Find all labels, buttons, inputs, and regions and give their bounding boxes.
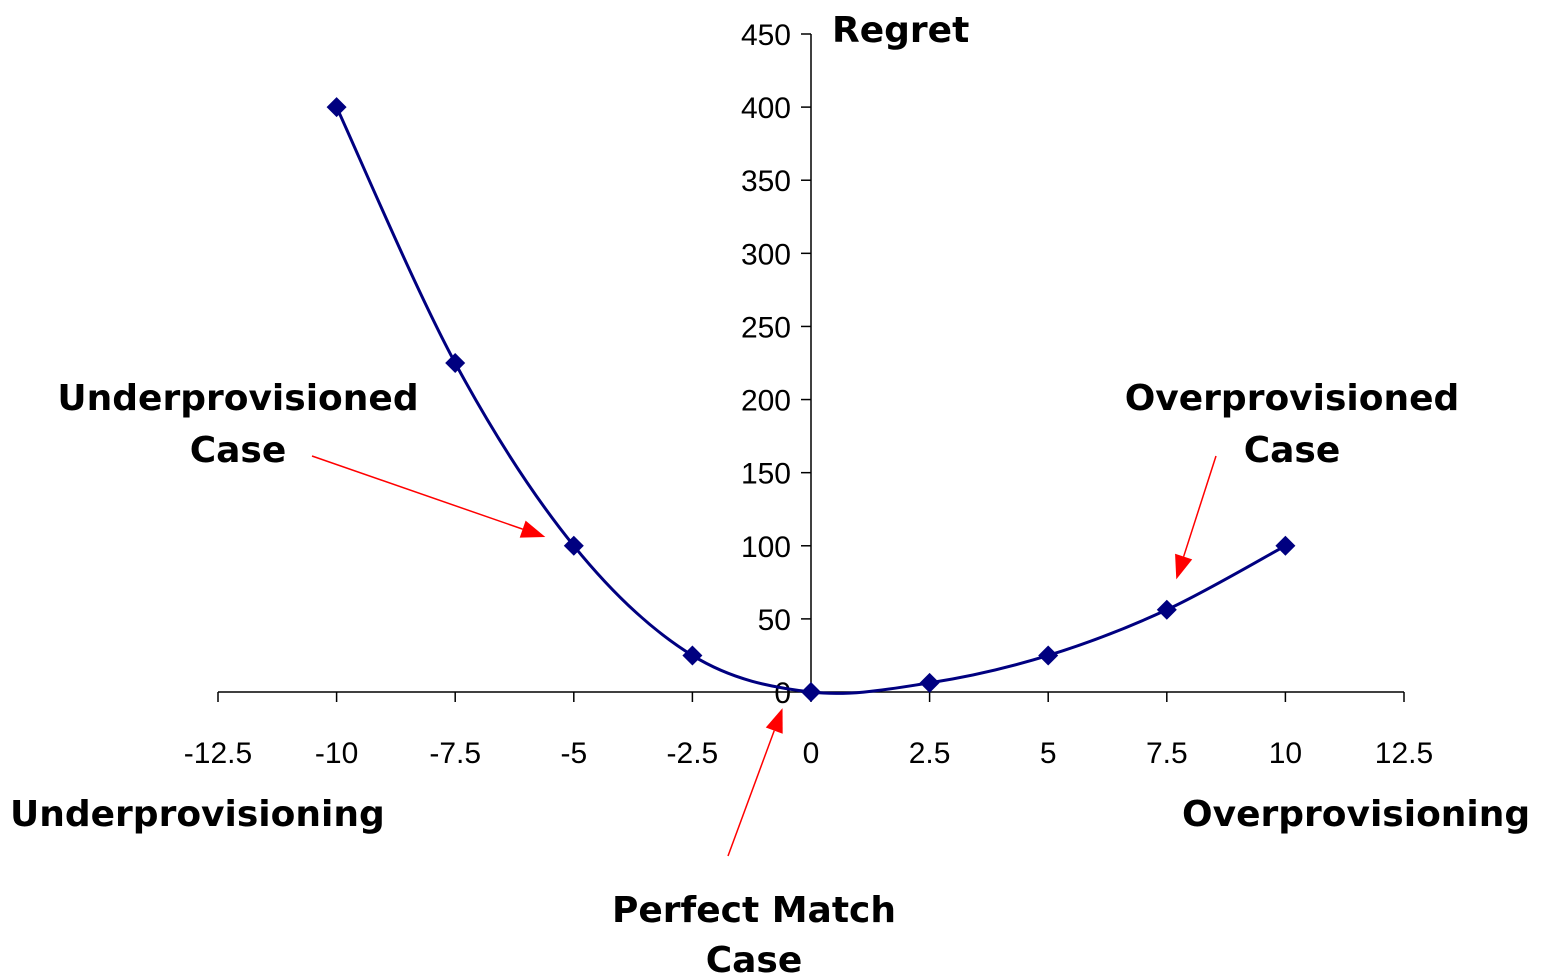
- x-tick-label: 12.5: [1375, 737, 1433, 770]
- annotation-underprovisioned-arrowhead: [519, 520, 546, 538]
- data-point: [1156, 599, 1177, 620]
- x-ticks: -12.5 -10 -7.5 -5 -2.5 0 2.5 5 7.5 10 12.5: [184, 692, 1433, 770]
- x-tick-label: 7.5: [1146, 737, 1188, 770]
- annotation-underprovisioned-line-2: Case: [190, 430, 287, 471]
- x-tick-label: 2.5: [909, 737, 951, 770]
- annotation-perfect-match-arrow: [727, 730, 775, 857]
- data-point: [682, 645, 703, 666]
- y-tick-label: 200: [741, 385, 791, 418]
- annotation-perfect-match-line-1: Perfect Match: [612, 890, 896, 931]
- annotation-overprovisioned: Overprovisioned Case: [1125, 378, 1460, 580]
- y-tick-label: 0: [774, 677, 791, 710]
- x-tick-label: -5: [560, 737, 587, 770]
- x-tick-label: -10: [315, 737, 358, 770]
- data-point: [445, 353, 466, 373]
- y-tick-label: 300: [741, 238, 791, 271]
- annotation-perfect-match-line-2: Case: [706, 940, 803, 980]
- data-point: [919, 672, 940, 693]
- annotation-overprovisioned-line-2: Case: [1244, 430, 1341, 471]
- x-tick-label: -7.5: [429, 737, 481, 770]
- annotation-underprovisioned: Underprovisioned Case: [57, 378, 546, 538]
- x-tick-label: -2.5: [667, 737, 719, 770]
- x-axis-label-overprovisioning: Overprovisioning: [1182, 794, 1530, 835]
- x-axis-label-underprovisioning: Underprovisioning: [10, 794, 385, 835]
- data-point: [326, 97, 347, 118]
- x-tick-label: -12.5: [184, 737, 252, 770]
- y-tick-label: 450: [741, 19, 791, 52]
- y-tick-label: 350: [741, 165, 791, 198]
- annotation-perfect-match-arrowhead: [765, 708, 783, 734]
- y-ticks: 0 50 100 150 200 250 300 350 400 450: [741, 19, 811, 710]
- y-tick-label: 50: [758, 604, 791, 637]
- x-tick-label: 0: [803, 737, 820, 770]
- data-point: [563, 535, 584, 556]
- annotation-underprovisioned-arrow: [311, 455, 523, 530]
- series-layer: [326, 97, 1296, 702]
- x-tick-label: 10: [1269, 737, 1302, 770]
- annotation-underprovisioned-line-1: Underprovisioned: [57, 378, 418, 419]
- data-point: [801, 682, 821, 702]
- x-tick-label: 5: [1040, 737, 1057, 770]
- y-tick-label: 250: [741, 311, 791, 344]
- y-tick-label: 150: [741, 458, 791, 491]
- annotation-overprovisioned-arrowhead: [1175, 553, 1193, 580]
- annotation-perfect-match: Perfect Match Case: [612, 708, 896, 980]
- data-point: [1275, 535, 1296, 556]
- annotation-overprovisioned-arrow: [1182, 455, 1217, 557]
- y-tick-label: 400: [741, 92, 791, 125]
- y-tick-label: 100: [741, 531, 791, 564]
- annotation-overprovisioned-line-1: Overprovisioned: [1125, 378, 1460, 419]
- y-axis-title: Regret: [832, 10, 969, 51]
- axes: -12.5 -10 -7.5 -5 -2.5 0 2.5 5 7.5 10 12.5 0 50 100 1…: [184, 19, 1433, 770]
- data-point: [1038, 645, 1059, 666]
